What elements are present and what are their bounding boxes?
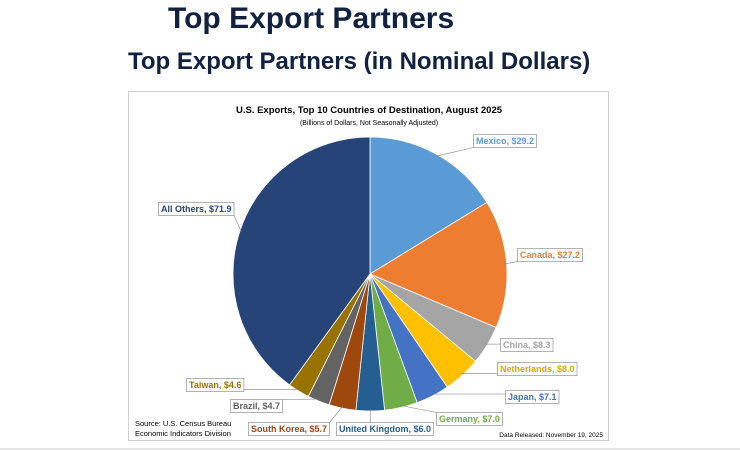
chart-frame: U.S. Exports, Top 10 Countries of Destin… bbox=[128, 91, 609, 441]
page-title: Top Export Partners bbox=[168, 2, 455, 35]
data-label-united-kingdom: United Kingdom, $6.0 bbox=[336, 422, 434, 436]
data-label-box bbox=[500, 338, 554, 352]
data-label-box bbox=[505, 390, 560, 404]
data-label-box bbox=[473, 134, 537, 148]
data-label-text: South Korea, $5.7 bbox=[251, 424, 327, 434]
data-label-box bbox=[336, 422, 434, 436]
data-label-text: Canada, $27.2 bbox=[520, 250, 580, 260]
data-label-text: Brazil, $4.7 bbox=[233, 401, 280, 411]
data-label-box bbox=[497, 362, 578, 376]
data-label-text: All Others, $71.9 bbox=[161, 204, 232, 214]
data-label-text: Germany, $7.0 bbox=[439, 414, 500, 424]
leader-line bbox=[329, 406, 344, 423]
data-label-japan: Japan, $7.1 bbox=[505, 390, 560, 404]
data-label-text: Japan, $7.1 bbox=[508, 392, 557, 402]
data-label-text: United Kingdom, $6.0 bbox=[339, 424, 431, 434]
data-label-box bbox=[436, 412, 503, 426]
data-label-text: Mexico, $29.2 bbox=[476, 136, 534, 146]
data-label-taiwan: Taiwan, $4.6 bbox=[186, 378, 245, 392]
data-label-all-others: All Others, $71.9 bbox=[158, 202, 235, 216]
pie-slice-all-others bbox=[232, 136, 371, 386]
data-label-south-korea: South Korea, $5.7 bbox=[248, 422, 330, 436]
data-label-box bbox=[158, 202, 235, 216]
bottom-divider bbox=[0, 448, 740, 450]
data-label-china: China, $8.3 bbox=[500, 338, 554, 352]
source-line-1: Source: U.S. Census Bureau bbox=[135, 419, 231, 428]
leader-line bbox=[233, 215, 242, 233]
data-label-box bbox=[517, 248, 583, 262]
source-line-2: Economic Indicators Division bbox=[135, 429, 231, 438]
data-label-brazil: Brazil, $4.7 bbox=[230, 399, 283, 413]
leader-line bbox=[400, 405, 437, 413]
data-label-canada: Canada, $27.2 bbox=[517, 248, 583, 262]
leader-line bbox=[504, 261, 518, 265]
pie-chart: U.S. Exports, Top 10 Countries of Destin… bbox=[135, 105, 603, 439]
data-label-box bbox=[186, 378, 245, 392]
data-label-box bbox=[230, 399, 283, 413]
data-labels: Mexico, $29.2 Canada, $27.2 China, $8.3 Net… bbox=[158, 134, 583, 436]
data-label-box bbox=[248, 422, 330, 436]
pie-slices bbox=[232, 136, 508, 412]
data-label-text: Taiwan, $4.6 bbox=[189, 380, 241, 390]
chart-title: U.S. Exports, Top 10 Countries of Destin… bbox=[236, 105, 503, 116]
data-released-note: Data Released: November 19, 2025 bbox=[499, 432, 603, 439]
data-label-netherlands: Netherlands, $8.0 bbox=[497, 362, 578, 376]
leader-line bbox=[435, 147, 474, 157]
chart-subtitle: (Billions of Dollars, Not Seasonally Adj… bbox=[300, 120, 438, 127]
data-label-mexico: Mexico, $29.2 bbox=[473, 134, 537, 148]
data-label-germany: Germany, $7.0 bbox=[436, 412, 503, 426]
data-label-text: Netherlands, $8.0 bbox=[500, 364, 575, 374]
leader-lines bbox=[233, 147, 518, 423]
data-label-text: China, $8.3 bbox=[503, 340, 551, 350]
page-subtitle: Top Export Partners (in Nominal Dollars) bbox=[128, 48, 591, 75]
pie-slice-mexico bbox=[369, 136, 488, 275]
